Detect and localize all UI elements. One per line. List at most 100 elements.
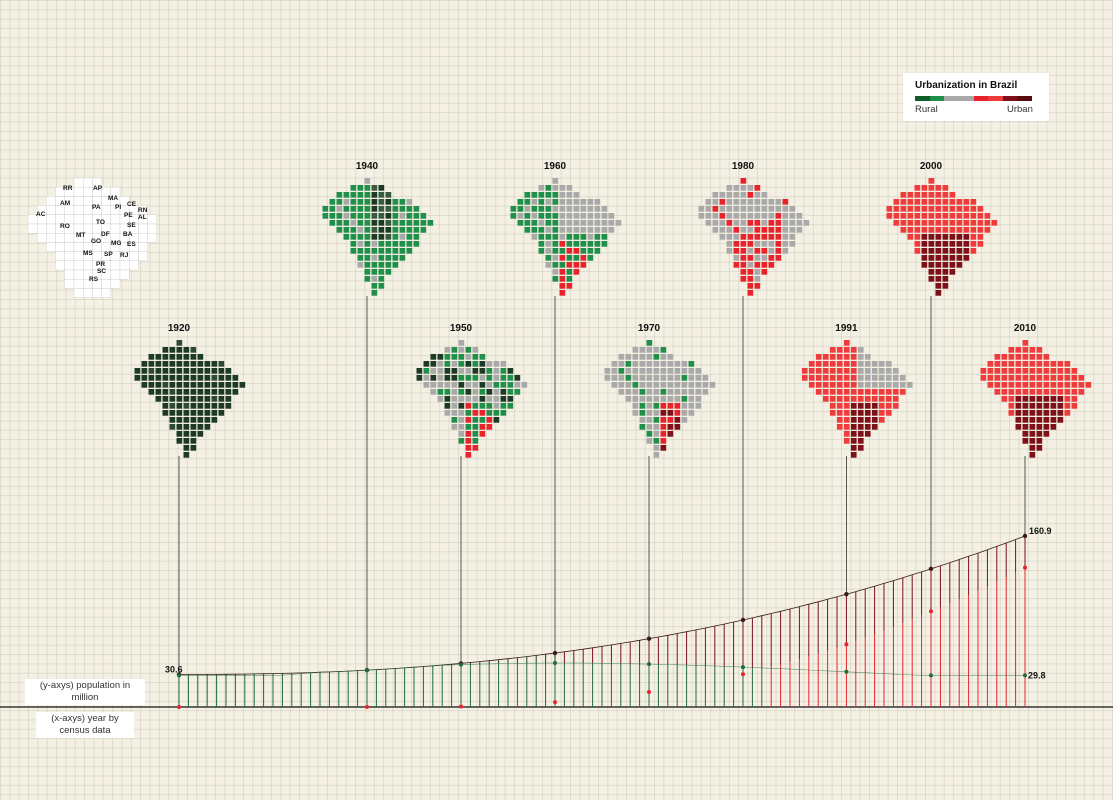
map-cell	[1022, 389, 1029, 395]
map-cell	[921, 255, 928, 261]
map-cell	[514, 382, 521, 388]
map-cell	[336, 192, 343, 198]
map-cell	[864, 410, 871, 416]
map-cell	[141, 361, 148, 367]
map-cell	[719, 199, 726, 205]
map-cell	[653, 396, 660, 402]
map-cell	[531, 227, 538, 233]
map-cell	[451, 361, 458, 367]
map-cell	[956, 199, 963, 205]
map-cell	[761, 269, 768, 275]
map-cell	[761, 241, 768, 247]
map-cell	[500, 361, 507, 367]
map-cell	[712, 192, 719, 198]
map-cell	[500, 410, 507, 416]
map-cell	[857, 368, 864, 374]
map-cell	[451, 368, 458, 374]
census-point-rural	[1023, 673, 1027, 678]
map-cell	[942, 206, 949, 212]
map-cell	[336, 199, 343, 205]
map-cell	[1015, 347, 1022, 353]
map-1920	[134, 340, 246, 458]
map-cell	[899, 375, 906, 381]
map-cell	[970, 220, 977, 226]
map-cell	[552, 276, 559, 282]
map-cell	[566, 241, 573, 247]
map-cell	[190, 438, 197, 444]
map-cell	[350, 213, 357, 219]
map-cell	[949, 227, 956, 233]
map-cell	[197, 389, 204, 395]
map-cell	[681, 417, 688, 423]
map-cell	[552, 192, 559, 198]
map-cell	[148, 375, 155, 381]
map-cell	[768, 220, 775, 226]
map-cell	[392, 220, 399, 226]
map-cell	[552, 262, 559, 268]
map-cell	[134, 368, 141, 374]
map-cell	[364, 178, 371, 184]
map-cell	[892, 403, 899, 409]
legend-rural-label: Rural	[915, 104, 938, 115]
reference-cell	[73, 205, 84, 215]
map-cell	[712, 206, 719, 212]
map-cell	[176, 403, 183, 409]
map-cell	[1001, 361, 1008, 367]
census-point-total	[740, 617, 746, 623]
map-cell	[646, 347, 653, 353]
map-cell	[864, 368, 871, 374]
map-cell	[796, 213, 803, 219]
map-cell	[796, 227, 803, 233]
reference-cell	[46, 196, 56, 206]
map-cell	[594, 241, 601, 247]
map-cell	[406, 213, 413, 219]
map-cell	[479, 368, 486, 374]
map-cell	[1022, 375, 1029, 381]
map-cell	[754, 276, 761, 282]
reference-cell	[64, 279, 75, 289]
map-cell	[385, 192, 392, 198]
map-cell	[674, 417, 681, 423]
map-cell	[618, 361, 625, 367]
map-cell	[573, 234, 580, 240]
map-cell	[385, 248, 392, 254]
map-cell	[963, 220, 970, 226]
map-cell	[1043, 396, 1050, 402]
map-cell	[500, 382, 507, 388]
map-cell	[761, 206, 768, 212]
map-cell	[892, 389, 899, 395]
map-cell	[378, 213, 385, 219]
map-cell	[843, 410, 850, 416]
map-cell	[329, 213, 336, 219]
map-cell	[524, 220, 531, 226]
map-cell	[190, 368, 197, 374]
map-cell	[573, 269, 580, 275]
map-cell	[815, 375, 822, 381]
map-cell	[357, 234, 364, 240]
map-cell	[451, 382, 458, 388]
map-cell	[524, 199, 531, 205]
map-cell	[740, 178, 747, 184]
map-2010	[980, 340, 1092, 458]
census-point-urban	[177, 705, 181, 709]
map-cell	[1043, 410, 1050, 416]
map-cell	[458, 340, 465, 346]
map-cell	[747, 185, 754, 191]
map-cell	[148, 368, 155, 374]
map-cell	[1029, 354, 1036, 360]
map-cell	[1008, 410, 1015, 416]
map-cell	[646, 354, 653, 360]
map-cell	[660, 438, 667, 444]
map-cell	[761, 255, 768, 261]
map-cell	[357, 206, 364, 212]
map-cell	[949, 220, 956, 226]
map-cell	[625, 354, 632, 360]
map-cell	[963, 234, 970, 240]
map-cell	[1022, 410, 1029, 416]
map-cell	[538, 192, 545, 198]
map-cell	[977, 213, 984, 219]
map-cell	[942, 192, 949, 198]
map-cell	[148, 382, 155, 388]
map-cell	[1050, 361, 1057, 367]
reference-cell	[55, 260, 65, 271]
